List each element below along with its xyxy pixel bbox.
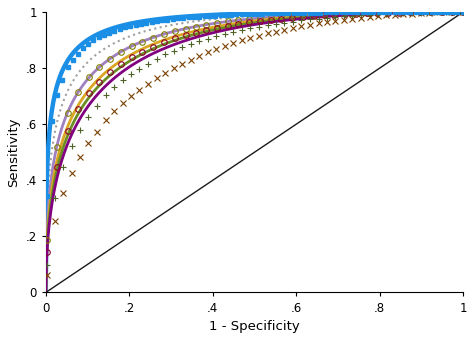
Y-axis label: Sensitivity: Sensitivity: [7, 117, 20, 187]
X-axis label: 1 - Specificity: 1 - Specificity: [209, 320, 300, 333]
